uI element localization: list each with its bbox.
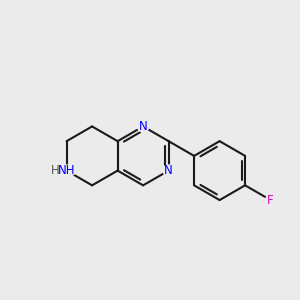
Text: H: H	[51, 164, 60, 177]
Circle shape	[137, 121, 149, 132]
Circle shape	[163, 165, 174, 176]
Ellipse shape	[57, 165, 76, 176]
Circle shape	[266, 195, 276, 205]
Text: F: F	[267, 194, 274, 207]
Text: N: N	[164, 164, 173, 177]
Text: N: N	[139, 120, 148, 133]
Text: NH: NH	[58, 164, 75, 177]
